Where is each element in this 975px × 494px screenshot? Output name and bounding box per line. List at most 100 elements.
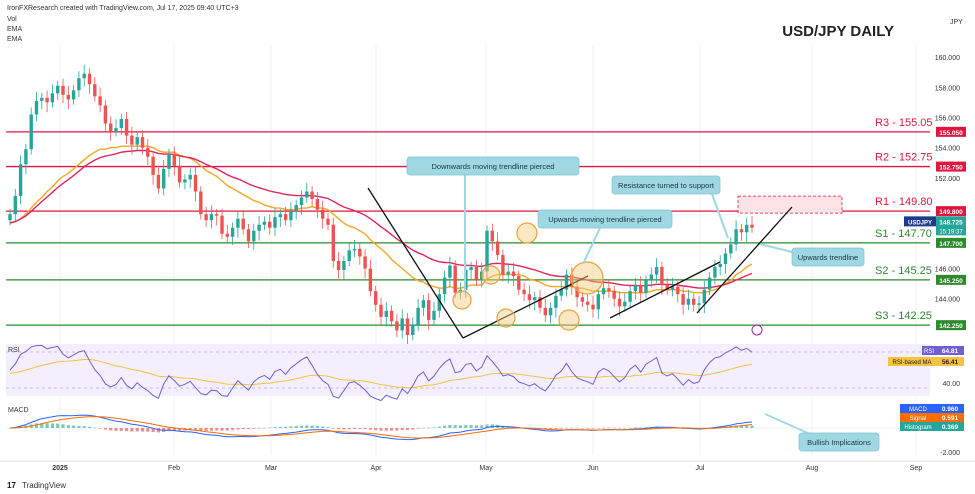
candle-body-114 <box>612 291 616 299</box>
macd-hist-bar-50 <box>273 427 277 428</box>
macd-hist-bar-16 <box>93 427 97 429</box>
candle-body-61 <box>331 224 335 261</box>
callout-text-1: Upwards moving trendline pierced <box>548 215 661 224</box>
candle-body-104 <box>559 289 563 296</box>
macd-hist-bar-80 <box>432 427 436 428</box>
candle-body-62 <box>336 260 341 271</box>
price-badge-4 <box>936 274 966 285</box>
candle-body-80 <box>432 310 436 320</box>
candle-body-19 <box>109 123 113 132</box>
candle-body-44 <box>241 218 245 230</box>
callout-pointer-1 <box>582 227 601 265</box>
candle-body-100 <box>538 297 542 308</box>
macd-hist-bar-55 <box>299 425 304 428</box>
candle-body-1 <box>13 196 17 215</box>
candle-body-47 <box>257 224 261 231</box>
candle-body-133 <box>713 267 717 278</box>
macd-hist-bar-87 <box>469 424 473 428</box>
highlight-circle-0 <box>452 290 472 310</box>
candle-body-112 <box>601 288 606 295</box>
macd-hist-bar-85 <box>458 425 463 428</box>
macd-hist-bar-39 <box>215 428 219 431</box>
highlight-circle-4 <box>558 309 580 331</box>
candle-body-132 <box>707 277 712 290</box>
candle-body-129 <box>692 298 696 305</box>
candle-body-42 <box>230 227 235 237</box>
candle-body-82 <box>442 277 447 295</box>
macd-hist-bar-66 <box>358 428 362 429</box>
indicator-label-ema-2: EMA <box>7 36 23 43</box>
macd-hist-bar-26 <box>146 428 150 432</box>
resistance-zone <box>737 195 843 214</box>
macd-hist-bar-45 <box>246 428 251 430</box>
candle-body-111 <box>596 294 600 310</box>
candle-body-92 <box>495 241 500 255</box>
macd-hist-bar-112 <box>602 427 606 429</box>
macd-hist-bar-57 <box>310 425 314 428</box>
macd-hist-bar-114 <box>612 427 616 429</box>
candle-body-72 <box>389 310 394 322</box>
candle-body-57 <box>310 191 314 200</box>
candle-body-26 <box>146 147 150 157</box>
macd-hist-bar-78 <box>421 427 425 429</box>
candle-body-66 <box>358 248 362 257</box>
macd-hist-bar-111 <box>596 428 600 429</box>
macd-hist-bar-72 <box>390 428 394 431</box>
candle-body-109 <box>586 301 590 305</box>
level-label-3: S1 - 147.70 <box>875 228 932 240</box>
highlight-circle-5 <box>570 261 604 295</box>
macd-hist-bar-106 <box>570 427 574 429</box>
candle-body-63 <box>342 260 346 271</box>
candle-body-98 <box>527 294 532 301</box>
current-price-badge <box>936 216 966 236</box>
macd-hist-bar-19 <box>109 428 113 431</box>
candle-body-35 <box>193 174 198 192</box>
candle-body-46 <box>252 230 256 242</box>
candle-body-110 <box>591 304 595 310</box>
macd-hist-bar-62 <box>337 428 341 430</box>
candle-body-74 <box>400 318 404 331</box>
level-label-1: R2 - 152.75 <box>875 152 932 164</box>
candle-body-50 <box>273 217 277 228</box>
rsi-ma-tag <box>888 357 936 366</box>
callout-text-3: Upwards trendline <box>798 253 858 262</box>
macd-hist-bar-12 <box>72 425 76 428</box>
candle-body-15 <box>87 73 92 85</box>
macd-hist-bar-69 <box>374 428 378 431</box>
ema-lines <box>9 145 753 294</box>
macd-hist-bar-36 <box>199 428 203 431</box>
candle-body-5 <box>34 100 39 115</box>
candle-body-127 <box>681 294 685 305</box>
macd-tag-value-1: 0.591 <box>942 415 959 422</box>
candle-body-107 <box>575 286 579 298</box>
candle-body-78 <box>421 300 426 308</box>
candle-body-55 <box>299 197 304 206</box>
macd-hist-bar-37 <box>204 428 208 431</box>
candle-body-128 <box>686 298 691 305</box>
rsi-tag <box>922 346 936 355</box>
macd-hist-bar-22 <box>125 428 129 432</box>
macd-tag-2 <box>900 422 936 431</box>
candle-body-83 <box>448 265 452 278</box>
macd-pane-label: MACD <box>8 407 29 414</box>
candle-body-137 <box>734 229 738 245</box>
candle-body-136 <box>729 244 733 254</box>
rsi-pane-label: RSI <box>8 347 20 354</box>
candle-body-49 <box>268 221 272 228</box>
macd-hist-bar-86 <box>464 425 468 428</box>
macd-hist-bar-0 <box>8 428 12 429</box>
candle-body-71 <box>384 310 388 317</box>
candle-body-102 <box>548 307 553 316</box>
candle-body-120 <box>644 280 648 293</box>
macd-hist-bar-6 <box>40 423 44 428</box>
macd-hist-bar-5 <box>34 423 39 428</box>
price-badge-text-4: 145.250 <box>939 278 963 285</box>
candle-body-30 <box>167 153 171 169</box>
macd-hist-bar-64 <box>347 428 351 430</box>
candle-body-130 <box>697 303 701 305</box>
time-tick-6: Jul <box>696 465 705 472</box>
candle-body-60 <box>326 218 330 225</box>
candle-body-140 <box>750 224 754 228</box>
price-tick-2: 156.000 <box>935 115 960 122</box>
macd-tag-value-bg-2 <box>936 422 964 431</box>
